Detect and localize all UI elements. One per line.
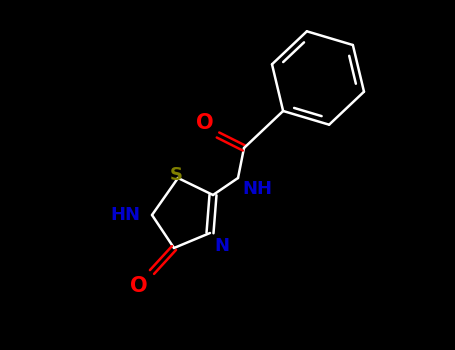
- Text: S: S: [170, 166, 182, 184]
- Text: O: O: [197, 113, 214, 133]
- Text: HN: HN: [110, 206, 140, 224]
- Text: NH: NH: [242, 180, 272, 198]
- Text: O: O: [131, 276, 148, 296]
- Text: N: N: [214, 237, 229, 255]
